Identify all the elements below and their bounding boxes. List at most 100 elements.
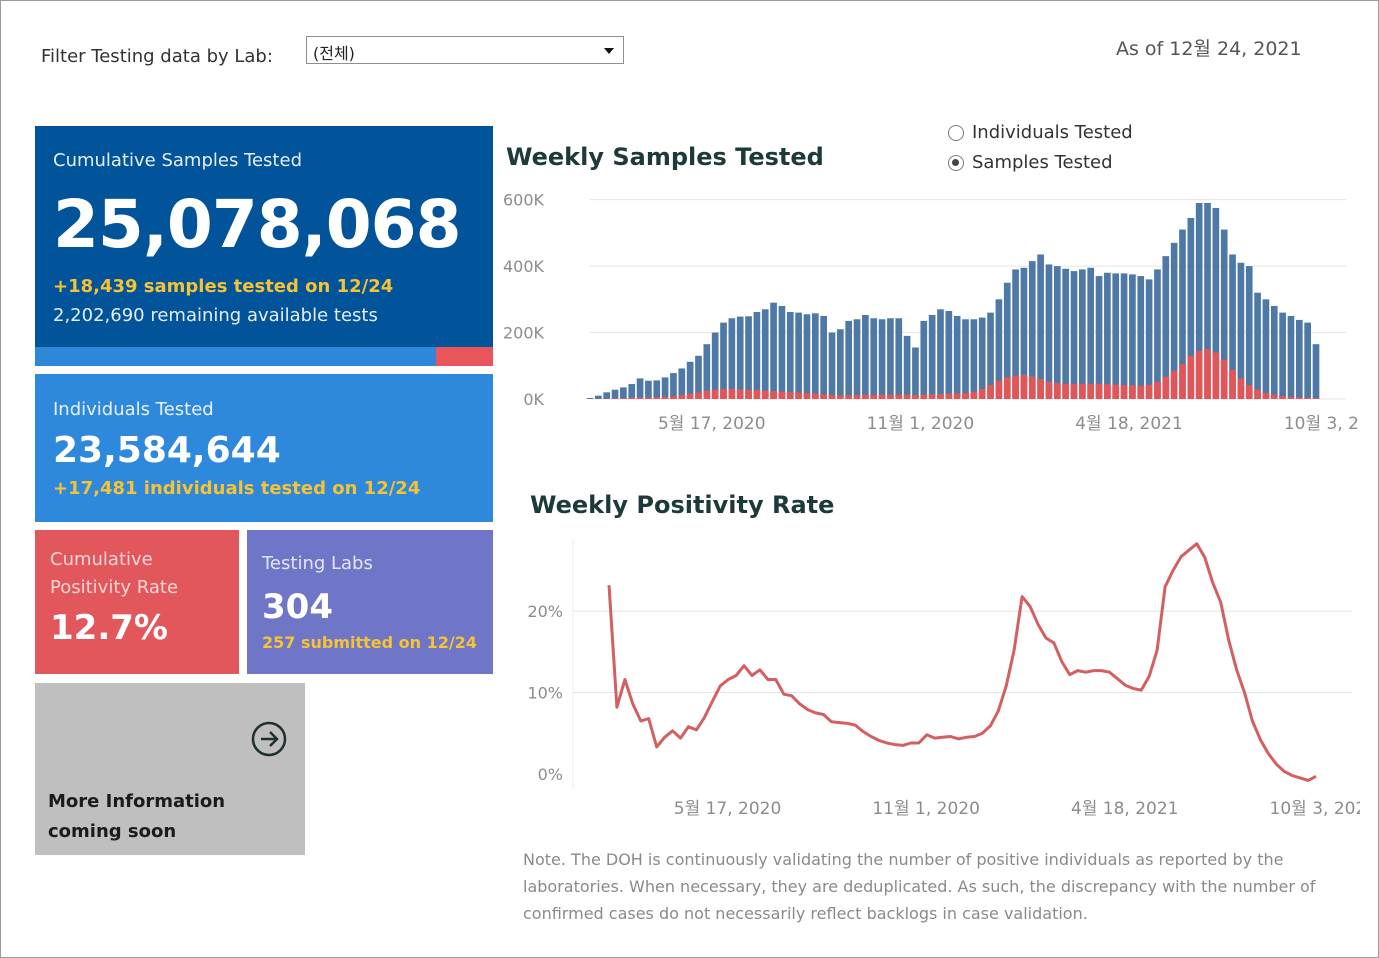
positive-bar[interactable]	[811, 393, 819, 399]
samples-bar[interactable]	[870, 318, 878, 399]
positive-bar[interactable]	[978, 389, 986, 399]
positive-bar[interactable]	[761, 390, 769, 399]
samples-bar[interactable]	[1220, 229, 1228, 399]
samples-bar[interactable]	[962, 319, 969, 399]
positive-bar[interactable]	[912, 395, 919, 399]
samples-bar[interactable]	[845, 320, 853, 399]
samples-bar[interactable]	[1129, 274, 1136, 399]
positive-bar[interactable]	[628, 397, 636, 399]
samples-bar[interactable]	[1003, 282, 1011, 399]
positive-bar[interactable]	[1295, 397, 1303, 399]
samples-bar[interactable]	[1237, 262, 1245, 399]
samples-bar[interactable]	[928, 314, 936, 399]
positive-bar[interactable]	[1079, 383, 1086, 399]
samples-bar[interactable]	[1179, 229, 1186, 399]
positive-bar[interactable]	[845, 395, 853, 399]
positive-bar[interactable]	[1304, 397, 1311, 399]
positive-bar[interactable]	[1045, 381, 1053, 399]
positive-bar[interactable]	[1179, 364, 1186, 399]
samples-bar[interactable]	[970, 319, 978, 399]
samples-bar[interactable]	[1120, 273, 1128, 399]
samples-bar[interactable]	[1070, 271, 1078, 399]
positive-bar[interactable]	[820, 394, 827, 399]
samples-bar[interactable]	[595, 395, 602, 399]
samples-bar[interactable]	[636, 378, 644, 399]
positive-bar[interactable]	[620, 398, 627, 399]
samples-bar[interactable]	[586, 398, 594, 399]
samples-bar[interactable]	[1020, 267, 1028, 399]
positive-bar[interactable]	[1212, 352, 1220, 399]
samples-bar[interactable]	[703, 344, 711, 399]
positive-bar[interactable]	[1112, 384, 1120, 399]
samples-bar[interactable]	[1187, 217, 1195, 399]
samples-bar[interactable]	[1053, 266, 1061, 399]
samples-bar[interactable]	[853, 319, 861, 399]
samples-bar[interactable]	[1104, 272, 1111, 399]
positive-bar[interactable]	[1037, 379, 1044, 399]
positive-bar[interactable]	[987, 385, 994, 399]
samples-bar[interactable]	[912, 347, 919, 400]
samples-bar[interactable]	[603, 392, 611, 399]
radio-on-icon[interactable]	[948, 154, 964, 171]
positive-bar[interactable]	[1154, 381, 1161, 399]
positive-bar[interactable]	[1270, 394, 1278, 399]
samples-bar[interactable]	[753, 311, 761, 399]
positive-bar[interactable]	[1279, 396, 1286, 399]
samples-bar[interactable]	[678, 368, 686, 399]
positive-bar[interactable]	[1187, 355, 1195, 399]
positive-bar[interactable]	[937, 394, 944, 399]
samples-bar[interactable]	[1262, 299, 1270, 399]
positive-bar[interactable]	[1137, 385, 1145, 399]
lab-filter-select[interactable]: (전체)	[306, 36, 624, 64]
positive-bar[interactable]	[1104, 384, 1111, 399]
positive-bar[interactable]	[962, 393, 969, 399]
samples-bar[interactable]	[1062, 268, 1069, 399]
samples-bar[interactable]	[1137, 276, 1145, 399]
positive-bar[interactable]	[745, 389, 752, 399]
samples-bar[interactable]	[887, 318, 894, 399]
samples-bar[interactable]	[1304, 322, 1311, 399]
samples-bar[interactable]	[811, 313, 819, 399]
positive-bar[interactable]	[853, 395, 861, 399]
positive-bar[interactable]	[736, 389, 744, 399]
positive-bar[interactable]	[887, 394, 894, 399]
samples-bar[interactable]	[1204, 202, 1211, 399]
samples-bar[interactable]	[786, 311, 794, 399]
positive-bar[interactable]	[895, 394, 903, 399]
samples-bar[interactable]	[1079, 269, 1086, 399]
positive-bar[interactable]	[1287, 397, 1295, 399]
positive-bar[interactable]	[995, 380, 1003, 399]
samples-bar[interactable]	[628, 384, 636, 399]
samples-bar[interactable]	[820, 315, 827, 399]
samples-bar[interactable]	[711, 332, 719, 399]
positive-bar[interactable]	[1204, 349, 1211, 399]
positive-bar[interactable]	[728, 389, 736, 399]
more-information-tile[interactable]: More Information coming soon	[35, 683, 305, 855]
positive-bar[interactable]	[970, 391, 978, 399]
positive-bar[interactable]	[878, 394, 886, 399]
arrow-right-circle-icon[interactable]	[251, 721, 287, 757]
positive-bar[interactable]	[653, 397, 661, 399]
samples-bar[interactable]	[878, 319, 886, 399]
positive-bar[interactable]	[920, 394, 928, 399]
positive-bar[interactable]	[1095, 383, 1103, 399]
positive-bar[interactable]	[670, 396, 677, 399]
positive-bar[interactable]	[1162, 376, 1170, 399]
samples-bar[interactable]	[1279, 312, 1286, 399]
positive-bar[interactable]	[1237, 378, 1245, 399]
samples-bar[interactable]	[1045, 264, 1053, 399]
positive-bar[interactable]	[1020, 375, 1028, 399]
samples-bar[interactable]	[1162, 256, 1170, 399]
samples-bar[interactable]	[670, 373, 677, 399]
samples-bar[interactable]	[803, 314, 811, 399]
positive-bar[interactable]	[703, 390, 711, 399]
samples-bar[interactable]	[978, 317, 986, 399]
samples-bar[interactable]	[686, 361, 694, 399]
samples-bar[interactable]	[645, 380, 652, 399]
positive-bar[interactable]	[1120, 385, 1128, 399]
samples-bar[interactable]	[953, 315, 961, 399]
dropdown-arrow-icon[interactable]	[604, 48, 614, 54]
positive-bar[interactable]	[1003, 377, 1011, 399]
positive-bar[interactable]	[1254, 389, 1261, 399]
samples-bar[interactable]	[945, 310, 953, 399]
